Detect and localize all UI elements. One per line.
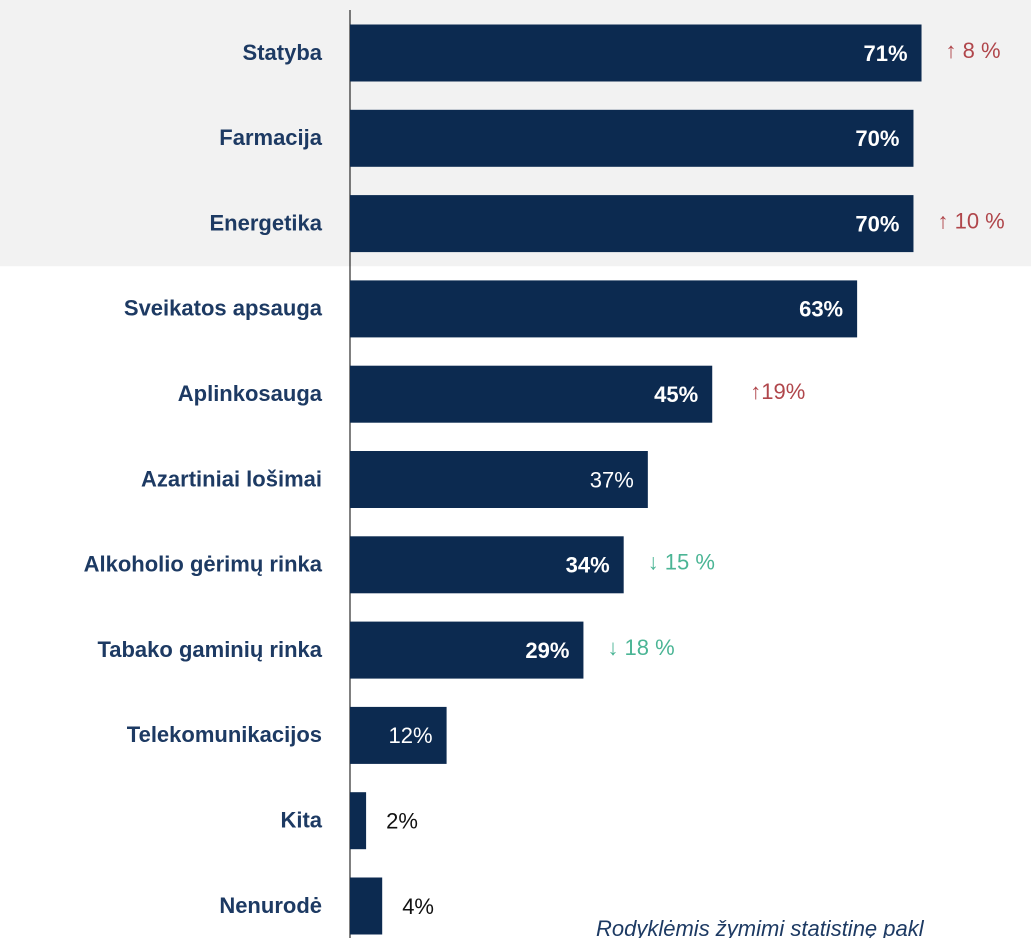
bar [350, 24, 922, 82]
bar [350, 365, 713, 423]
category-label: Aplinkosauga [178, 381, 323, 406]
change-label: ↑ 10 % [937, 208, 1004, 233]
value-label: 63% [799, 297, 843, 322]
bar [350, 195, 914, 253]
footnote: Rodyklėmis žymimi statistinę pakl [596, 916, 925, 938]
bar [350, 621, 584, 679]
category-label: Telekomunikacijos [127, 722, 322, 747]
bar [350, 706, 447, 764]
category-label: Azartiniai lošimai [141, 466, 322, 491]
value-label: 71% [863, 41, 907, 66]
category-label: Alkoholio gėrimų rinka [84, 552, 323, 577]
value-label: 34% [566, 553, 610, 578]
bar [350, 877, 383, 935]
value-label: 2% [386, 809, 418, 834]
category-label: Energetika [210, 210, 323, 235]
change-label: ↓ 15 % [648, 550, 715, 575]
value-label: 70% [855, 211, 899, 236]
category-label: Statyba [243, 40, 323, 65]
change-label: ↑19% [750, 379, 805, 404]
bar [350, 109, 914, 167]
change-label: ↑ 8 % [946, 38, 1001, 63]
bar [350, 792, 367, 850]
bar [350, 280, 858, 338]
category-label: Sveikatos apsauga [124, 296, 323, 321]
value-label: 4% [402, 894, 434, 919]
value-label: 37% [590, 467, 634, 492]
value-label: 12% [389, 723, 433, 748]
category-label: Farmacija [219, 125, 322, 150]
category-label: Tabako gaminių rinka [97, 637, 322, 662]
change-label: ↓ 18 % [607, 635, 674, 660]
value-label: 29% [525, 638, 569, 663]
category-label: Kita [280, 808, 322, 833]
value-label: 70% [855, 126, 899, 151]
bar [350, 536, 624, 594]
value-label: 45% [654, 382, 698, 407]
category-label: Nenurodė [219, 893, 322, 918]
bar [350, 451, 648, 508]
